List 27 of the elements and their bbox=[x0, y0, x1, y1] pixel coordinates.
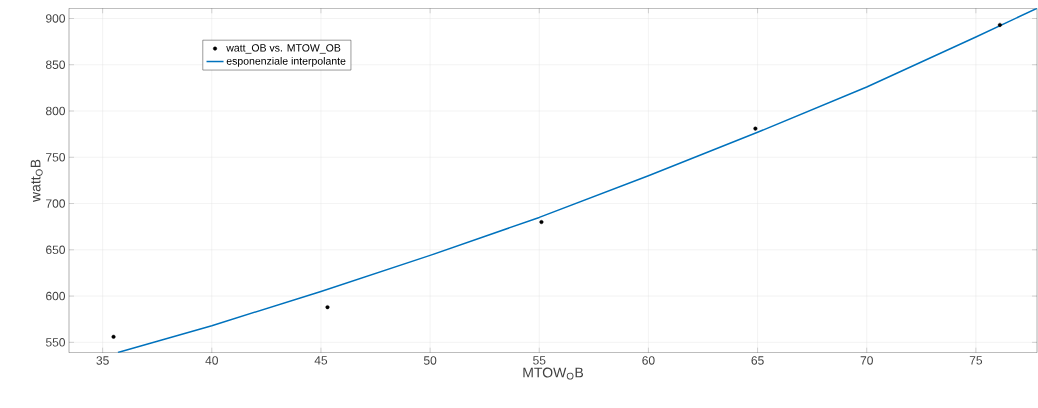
x-tick-label: 60 bbox=[642, 356, 655, 365]
y-tick-label: 900 bbox=[46, 14, 66, 23]
y-tick-label: 550 bbox=[45, 338, 66, 347]
x-tick-label: 45 bbox=[314, 356, 328, 365]
x-axis-title: MTOW$_{O}$B bbox=[523, 367, 584, 380]
x-tick-label: 35 bbox=[96, 356, 109, 365]
x-tick-label: 65 bbox=[751, 356, 764, 365]
y-tick-label: 650 bbox=[46, 245, 66, 255]
point bbox=[997, 22, 1002, 27]
point bbox=[753, 126, 758, 131]
y-tick-label: 750 bbox=[46, 153, 66, 162]
y-axis-title: watt$_{O}$B bbox=[30, 159, 43, 203]
point bbox=[325, 305, 330, 310]
y-tick-label: 600 bbox=[46, 291, 66, 301]
y-tick-label: 700 bbox=[46, 199, 66, 208]
legend-label: watt_OB vs. MTOW_OB bbox=[226, 44, 341, 54]
x-tick-label: 50 bbox=[423, 356, 437, 365]
x-tick-label: 70 bbox=[860, 356, 873, 365]
x-tick-label: 40 bbox=[205, 356, 218, 365]
y-tick-label: 850 bbox=[45, 60, 66, 69]
x-tick-label: 75 bbox=[969, 356, 983, 365]
point bbox=[539, 220, 544, 225]
line-series bbox=[117, 8, 1038, 353]
x-tick-label: 55 bbox=[533, 356, 546, 365]
point bbox=[111, 334, 116, 339]
legend-label: esponenziale interpolante bbox=[226, 56, 346, 67]
y-tick-label: 800 bbox=[45, 106, 66, 116]
